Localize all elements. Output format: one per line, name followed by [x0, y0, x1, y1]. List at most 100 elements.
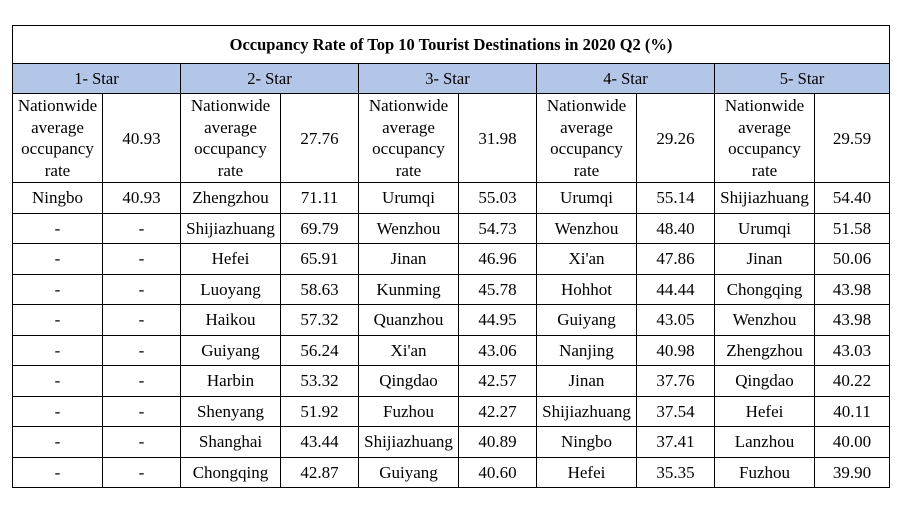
rate-cell: 40.98 — [636, 334, 715, 366]
average-value: 29.59 — [813, 93, 891, 183]
rate-cell: - — [102, 426, 181, 458]
rate-cell: - — [102, 273, 181, 305]
rate-cell: 57.32 — [280, 304, 359, 336]
table-row: - - Shenyang 51.92 Fuzhou 42.27 Shijiazhuang 37… — [12, 395, 891, 427]
city-cell: - — [12, 395, 103, 427]
rate-cell: 55.03 — [458, 182, 537, 214]
city-cell: Nanjing — [536, 334, 637, 366]
star-class-row: 1- Star 2- Star 3- Star 4- Star 5- Star — [12, 63, 891, 94]
city-cell: Urumqi — [536, 182, 637, 214]
rate-cell: 39.90 — [813, 456, 891, 488]
city-cell: Wenzhou — [714, 304, 815, 336]
table-row: Ningbo 40.93 Zhengzhou 71.11 Urumqi 55.03 Urum… — [12, 182, 891, 214]
city-cell: Fuzhou — [358, 395, 459, 427]
city-cell: Haikou — [180, 304, 281, 336]
rate-cell: 43.06 — [458, 334, 537, 366]
city-cell: Shanghai — [180, 426, 281, 458]
star-class-header: 2- Star — [180, 63, 359, 94]
rate-cell: 46.96 — [458, 243, 537, 275]
rate-cell: 43.03 — [813, 334, 891, 366]
rate-cell: 53.32 — [280, 365, 359, 397]
rate-cell: 50.06 — [813, 243, 891, 275]
city-cell: - — [12, 334, 103, 366]
city-cell: Lanzhou — [714, 426, 815, 458]
rate-cell: 51.92 — [280, 395, 359, 427]
occupancy-table: Occupancy Rate of Top 10 Tourist Destina… — [11, 25, 891, 488]
city-cell: Jinan — [714, 243, 815, 275]
star-class-header: 4- Star — [536, 63, 715, 94]
city-cell: Urumqi — [714, 212, 815, 244]
city-cell: Shijiazhuang — [358, 426, 459, 458]
city-cell: Hohhot — [536, 273, 637, 305]
star-class-header: 1- Star — [12, 63, 181, 94]
table-row: - - Harbin 53.32 Qingdao 42.57 Jinan 37.76 Qingd… — [12, 365, 891, 397]
rate-cell: 43.05 — [636, 304, 715, 336]
city-cell: Hefei — [714, 395, 815, 427]
table-row: - - Haikou 57.32 Quanzhou 44.95 Guiyang 43.05 We… — [12, 304, 891, 336]
rate-cell: 47.86 — [636, 243, 715, 275]
rate-cell: 35.35 — [636, 456, 715, 488]
rate-cell: 37.54 — [636, 395, 715, 427]
rate-cell: 55.14 — [636, 182, 715, 214]
rate-cell: - — [102, 334, 181, 366]
city-cell: - — [12, 273, 103, 305]
city-cell: Wenzhou — [358, 212, 459, 244]
city-cell: - — [12, 212, 103, 244]
table-title: Occupancy Rate of Top 10 Tourist Destina… — [11, 25, 891, 64]
city-cell: Chongqing — [180, 456, 281, 488]
rate-cell: 69.79 — [280, 212, 359, 244]
average-value: 27.76 — [280, 93, 359, 183]
rate-cell: 37.76 — [636, 365, 715, 397]
rate-cell: 42.57 — [458, 365, 537, 397]
rate-cell: 40.11 — [813, 395, 891, 427]
average-label: Nationwide average occupancy rate — [180, 93, 281, 183]
city-cell: Harbin — [180, 365, 281, 397]
city-cell: Fuzhou — [714, 456, 815, 488]
rate-cell: 37.41 — [636, 426, 715, 458]
city-cell: Urumqi — [358, 182, 459, 214]
city-cell: - — [12, 456, 103, 488]
city-cell: Zhengzhou — [714, 334, 815, 366]
table-row: - - Hefei 65.91 Jinan 46.96 Xi'an 47.86 Jinan 50.… — [12, 243, 891, 275]
nationwide-average-row: Nationwide average occupancy rate 40.93 Na… — [12, 93, 891, 183]
rate-cell: 48.40 — [636, 212, 715, 244]
city-cell: Jinan — [358, 243, 459, 275]
rate-cell: - — [102, 456, 181, 488]
city-cell: Xi'an — [358, 334, 459, 366]
table-row: - - Chongqing 42.87 Guiyang 40.60 Hefei 35.35 Fu… — [12, 456, 891, 488]
rate-cell: 43.98 — [813, 273, 891, 305]
rate-cell: - — [102, 395, 181, 427]
rate-cell: - — [102, 212, 181, 244]
average-value: 40.93 — [102, 93, 181, 183]
average-value: 29.26 — [636, 93, 715, 183]
city-cell: Qingdao — [358, 365, 459, 397]
table-row: - - Shanghai 43.44 Shijiazhuang 40.89 Ningbo 37… — [12, 426, 891, 458]
rate-cell: 58.63 — [280, 273, 359, 305]
city-cell: Shijiazhuang — [180, 212, 281, 244]
rate-cell: 40.93 — [102, 182, 181, 214]
rate-cell: - — [102, 243, 181, 275]
average-label: Nationwide average occupancy rate — [536, 93, 637, 183]
rate-cell: 45.78 — [458, 273, 537, 305]
rate-cell: 40.00 — [813, 426, 891, 458]
average-label: Nationwide average occupancy rate — [12, 93, 103, 183]
rate-cell: 51.58 — [813, 212, 891, 244]
city-cell: Hefei — [536, 456, 637, 488]
rate-cell: - — [102, 304, 181, 336]
city-cell: - — [12, 365, 103, 397]
city-cell: Shijiazhuang — [536, 395, 637, 427]
rate-cell: - — [102, 365, 181, 397]
star-class-header: 5- Star — [713, 63, 891, 94]
table-row: - - Shijiazhuang 69.79 Wenzhou 54.73 Wenzhou 48… — [12, 212, 891, 244]
rate-cell: 65.91 — [280, 243, 359, 275]
average-value: 31.98 — [458, 93, 537, 183]
city-cell: Luoyang — [180, 273, 281, 305]
city-cell: Ningbo — [12, 182, 103, 214]
city-cell: - — [12, 243, 103, 275]
city-cell: Guiyang — [358, 456, 459, 488]
city-cell: Xi'an — [536, 243, 637, 275]
rate-cell: 40.22 — [813, 365, 891, 397]
rate-cell: 40.89 — [458, 426, 537, 458]
city-cell: - — [12, 426, 103, 458]
rate-cell: 42.87 — [280, 456, 359, 488]
